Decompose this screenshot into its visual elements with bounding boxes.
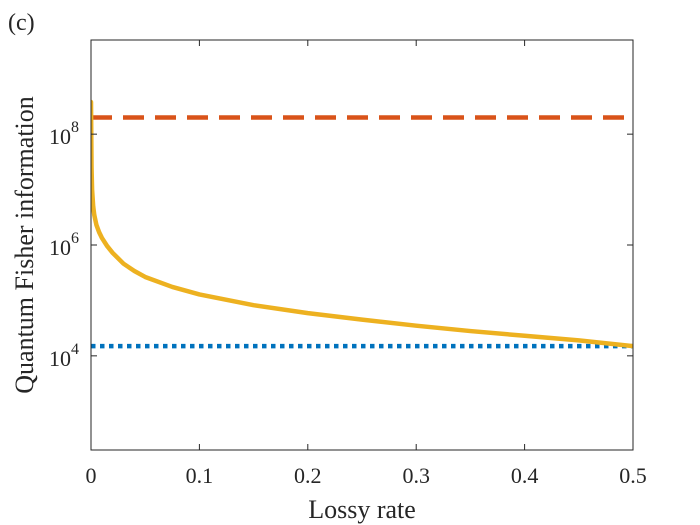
panel-label: (c) bbox=[8, 10, 35, 36]
x-tick-label: 0.5 bbox=[619, 463, 647, 488]
y-tick-label: 104 bbox=[49, 341, 79, 371]
axes-box bbox=[90, 39, 634, 451]
x-tick-label: 0.4 bbox=[511, 463, 539, 488]
solid-curve bbox=[91, 99, 633, 349]
series-group bbox=[91, 99, 633, 349]
y-tick-label: 106 bbox=[49, 230, 79, 260]
x-tick-label: 0.3 bbox=[402, 463, 430, 488]
y-axis-label: Quantum Fisher information bbox=[10, 96, 39, 394]
x-tick-label: 0.1 bbox=[186, 463, 214, 488]
y-tick-label: 108 bbox=[49, 119, 79, 149]
plot-area bbox=[91, 99, 633, 349]
axes: 0 0.1 0.2 0.3 0.4 0.5 104 106 108 bbox=[49, 39, 647, 488]
x-tick-label: 0.2 bbox=[294, 463, 322, 488]
x-axis-label: Lossy rate bbox=[308, 495, 416, 524]
x-tick-label: 0 bbox=[86, 463, 97, 488]
